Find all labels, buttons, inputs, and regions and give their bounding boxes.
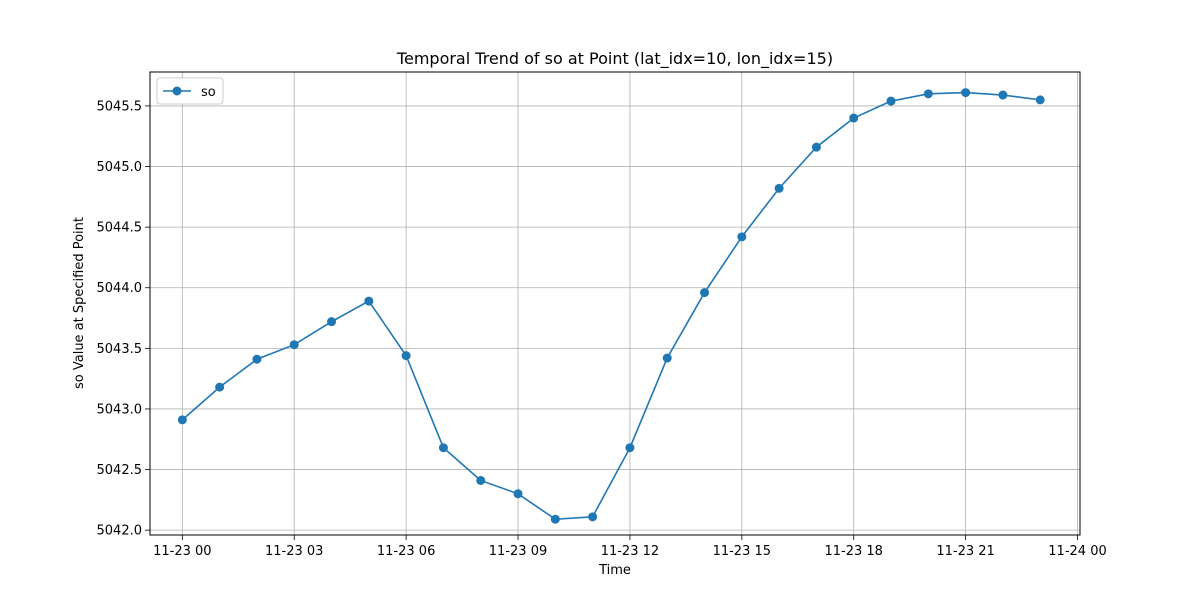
series-line-so	[181, 91, 1041, 521]
x-tick-label: 11-23 00	[153, 544, 211, 559]
data-point	[289, 340, 299, 350]
series-layer	[177, 88, 1045, 524]
data-point	[700, 288, 710, 298]
data-point	[662, 353, 672, 363]
data-point	[849, 113, 859, 123]
legend-label: so	[201, 85, 216, 100]
data-point	[513, 489, 523, 499]
legend: so	[156, 77, 224, 105]
data-point	[886, 96, 896, 106]
grid	[150, 72, 1080, 535]
y-tick-label: 5045.0	[97, 160, 143, 175]
data-point	[215, 382, 225, 392]
chart-title: Temporal Trend of so at Point (lat_idx=1…	[396, 49, 833, 69]
plot-frame	[149, 71, 1081, 536]
x-tick-label: 11-23 06	[377, 544, 435, 559]
y-tick-label: 5043.0	[97, 402, 143, 417]
x-tick-label: 11-23 21	[936, 544, 994, 559]
data-point	[438, 443, 448, 453]
x-tick-label: 11-23 18	[824, 544, 882, 559]
data-point	[998, 90, 1008, 100]
data-point	[811, 142, 821, 152]
data-point	[550, 514, 560, 524]
x-tick-label: 11-23 12	[601, 544, 659, 559]
x-tick-label: 11-23 09	[489, 544, 547, 559]
x-axis: 11-23 00 11-23 03 11-23 06 11-23 09 11-23 12…	[153, 535, 1107, 559]
data-point	[476, 475, 486, 485]
data-point	[327, 317, 337, 327]
y-tick-label: 5043.5	[97, 342, 143, 357]
y-tick-label: 5044.0	[97, 281, 143, 296]
data-point	[364, 296, 374, 306]
y-tick-label: 5042.5	[97, 463, 143, 478]
x-axis-label: Time	[598, 563, 631, 578]
y-tick-label: 5045.5	[97, 99, 143, 114]
data-point	[737, 232, 747, 242]
y-axis-label: so Value at Specified Point	[72, 217, 87, 389]
data-point	[774, 183, 784, 193]
x-tick-label: 11-23 03	[265, 544, 323, 559]
data-point	[1035, 95, 1045, 105]
y-tick-label: 5044.5	[97, 221, 143, 236]
data-point	[588, 512, 598, 522]
y-axis: 5042.0 5042.5 5043.0 5043.5 5044.0 5044.5 5045…	[97, 99, 150, 539]
x-tick-label: 11-24 00	[1048, 544, 1106, 559]
x-tick-label: 11-23 15	[713, 544, 771, 559]
data-point	[961, 88, 971, 98]
data-point	[177, 415, 187, 425]
data-point	[252, 354, 262, 364]
data-point	[401, 351, 411, 361]
y-tick-label: 5042.0	[97, 524, 143, 539]
data-point	[923, 89, 933, 99]
data-point	[625, 443, 635, 453]
legend-marker	[172, 86, 182, 96]
